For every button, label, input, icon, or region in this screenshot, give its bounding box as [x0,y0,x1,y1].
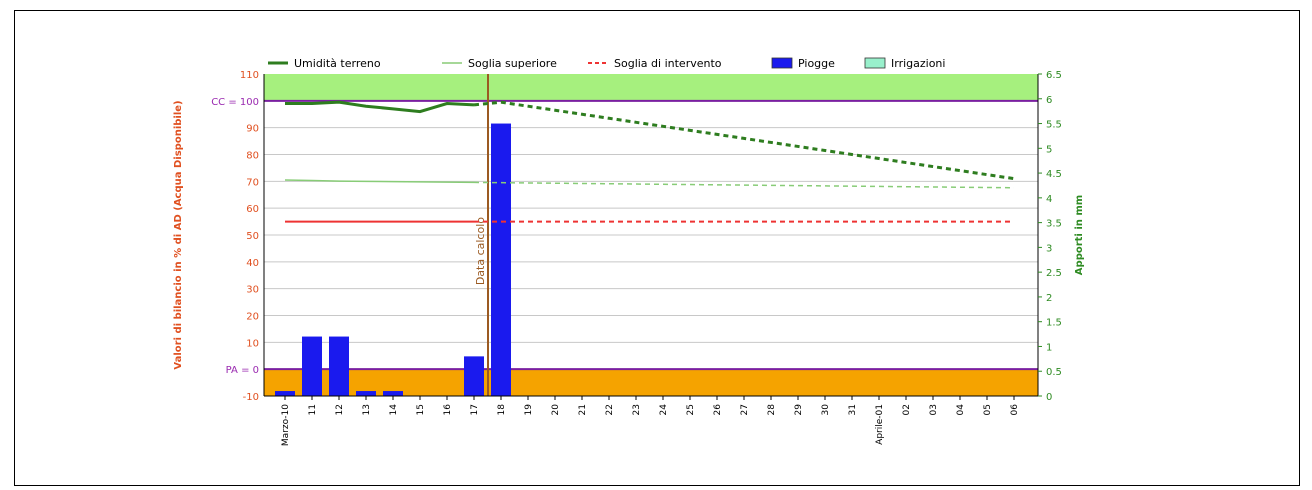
x-tick-label: 14 [389,404,399,416]
x-tick-label: 24 [659,404,669,416]
x-tick-label: 19 [524,404,534,416]
x-tick-label: 05 [983,404,993,415]
rain-bar [302,336,322,396]
y-right-tick-label: 0.5 [1046,367,1062,378]
y-left-special-label: PA = 0 [226,365,259,376]
y-left-tick-label: 60 [246,204,259,215]
y-right-tick-label: 6.5 [1046,70,1062,81]
lower-zone-band [264,369,1038,396]
x-tick-label: 27 [740,404,750,415]
calc-date-label: Data calcolo [474,217,487,285]
x-tick-label: 13 [362,404,372,415]
x-tick-label: 11 [308,404,318,415]
y-left-tick-label: 30 [246,285,259,296]
rain-bar [275,391,295,396]
legend-label: Irrigazioni [891,57,945,70]
series-umidita-line [285,100,475,114]
rain-bar [464,356,484,396]
y-left-tick-label: 70 [246,177,259,188]
y-right-tick-label: 1 [1046,342,1052,353]
x-tick-label: 17 [470,404,480,415]
chart-frame: Data calcolo 110 90 80 70 60 50 40 30 20 10 -10 CC … [14,10,1300,486]
y-right-tick-label: 5.5 [1046,120,1062,131]
x-tick-label: 15 [416,404,426,415]
y-right-tick-label: 3.5 [1046,219,1062,230]
legend-label: Soglia di intervento [614,57,722,70]
x-tick-label: 28 [767,404,777,416]
y-right-tick-label: 4 [1046,194,1052,205]
rain-bar [329,336,349,396]
y-right-tick-label: 0 [1046,392,1052,403]
x-tick-label: Aprile-01 [875,404,885,445]
water-balance-chart: Data calcolo 110908070605040302010-10CC … [173,57,1085,446]
legend-label: Piogge [798,57,835,70]
legend-swatch [771,57,793,69]
x-tick-label: 23 [632,404,642,415]
y-left-tick-label: 40 [246,258,259,269]
series-soglia-superiore-forecast [473,181,1015,189]
y-right-tick-label: 6 [1046,95,1052,106]
x-tick-label: 03 [929,404,939,415]
upper-zone-band [264,74,1038,101]
y-left-tick-label: 10 [246,338,259,349]
y-right-tick-label: 1.5 [1046,318,1062,329]
x-tick-label: 25 [686,404,696,415]
rain-bar [383,391,403,396]
y-left-special-label: CC = 100 [211,97,259,108]
x-tick-label: 18 [497,404,507,416]
series-umidita-forecast [473,100,1015,181]
legend-swatch [864,57,886,69]
x-tick-label: 20 [551,404,561,416]
y-left-tick-label: 80 [246,151,259,162]
legend-label: Soglia superiore [468,57,557,70]
x-tick-label: 26 [713,404,723,416]
x-tick-label: 22 [605,404,615,415]
series-soglia-superiore-line [284,179,475,184]
y-left-axis-title: Valori di bilancio in % di AD (Acqua Dis… [173,100,184,369]
x-tick-label: 16 [443,404,453,416]
y-right-axis-title: Apporti in mm [1074,195,1085,275]
y-right-tick-label: 2.5 [1046,268,1062,279]
y-right-tick-label: 4.5 [1046,169,1062,180]
rain-bar [491,123,511,397]
rain-bar [356,391,376,396]
x-tick-label: 12 [335,404,345,415]
legend-label: Umidità terreno [294,57,381,70]
y-left-tick-label: -10 [243,392,259,403]
x-tick-label: Marzo-10 [281,404,291,446]
x-tick-label: 29 [794,404,804,416]
y-left-tick-label: 110 [240,70,259,81]
y-left-tick-label: 50 [246,231,259,242]
x-tick-label: 04 [956,404,966,416]
y-left-tick-label: 20 [246,312,259,323]
x-tick-label: 31 [848,404,858,415]
y-right-tick-label: 2 [1046,293,1052,304]
x-tick-label: 02 [902,404,912,415]
x-tick-label: 30 [821,404,831,416]
y-right-tick-label: 5 [1046,144,1052,155]
x-tick-label: 06 [1010,404,1020,416]
x-tick-label: 21 [578,404,588,415]
y-left-tick-label: 90 [246,124,259,135]
y-right-tick-label: 3 [1046,243,1052,254]
